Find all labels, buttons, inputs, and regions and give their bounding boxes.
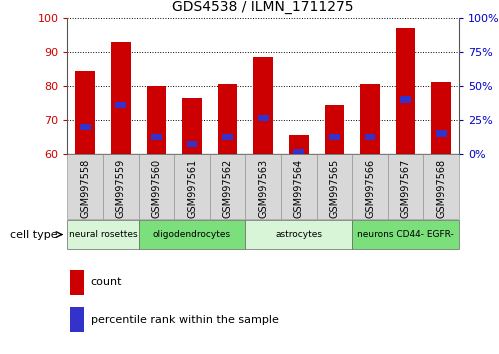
Text: oligodendrocytes: oligodendrocytes	[153, 230, 231, 239]
Bar	[70, 270, 84, 295]
Bar	[293, 149, 304, 155]
Text: GSM997564: GSM997564	[294, 159, 304, 218]
Bar	[360, 84, 380, 154]
Bar	[70, 307, 84, 332]
Bar	[400, 96, 411, 103]
Text: GSM997562: GSM997562	[223, 159, 233, 218]
Bar	[174, 154, 210, 219]
Bar	[139, 220, 246, 249]
Text: GSM997568: GSM997568	[436, 159, 446, 218]
Bar	[281, 154, 317, 219]
Bar	[388, 154, 424, 219]
Text: GSM997563: GSM997563	[258, 159, 268, 218]
Text: GSM997559: GSM997559	[116, 159, 126, 218]
Text: GSM997567: GSM997567	[401, 159, 411, 218]
Bar	[151, 134, 162, 140]
Bar	[436, 131, 447, 137]
Bar	[67, 220, 139, 249]
Text: GSM997565: GSM997565	[329, 159, 339, 218]
Bar	[246, 220, 352, 249]
Bar	[187, 141, 198, 147]
Bar	[147, 86, 166, 154]
Text: astrocytes: astrocytes	[275, 230, 322, 239]
Bar	[317, 154, 352, 219]
Text: count: count	[91, 277, 122, 287]
Bar	[258, 115, 268, 121]
Bar	[432, 82, 451, 154]
Bar	[365, 134, 375, 140]
Bar	[352, 220, 459, 249]
Text: neurons CD44- EGFR-: neurons CD44- EGFR-	[357, 230, 454, 239]
Bar	[218, 84, 238, 154]
Bar	[289, 135, 308, 154]
Title: GDS4538 / ILMN_1711275: GDS4538 / ILMN_1711275	[173, 0, 354, 14]
Text: GSM997561: GSM997561	[187, 159, 197, 218]
Bar	[222, 134, 233, 140]
Text: neural rosettes: neural rosettes	[69, 230, 137, 239]
Text: GSM997558: GSM997558	[80, 159, 90, 218]
Bar	[396, 28, 416, 154]
Bar	[67, 154, 103, 219]
Bar	[111, 41, 131, 154]
Bar	[253, 57, 273, 154]
Text: GSM997566: GSM997566	[365, 159, 375, 218]
Bar	[103, 154, 139, 219]
Bar	[75, 70, 95, 154]
Text: percentile rank within the sample: percentile rank within the sample	[91, 315, 279, 325]
Bar	[424, 154, 459, 219]
Bar	[329, 134, 340, 140]
Bar	[246, 154, 281, 219]
Bar	[210, 154, 246, 219]
Bar	[80, 124, 90, 130]
Bar	[352, 154, 388, 219]
Bar	[182, 98, 202, 154]
Text: GSM997560: GSM997560	[151, 159, 161, 218]
Bar	[115, 102, 126, 108]
Bar	[139, 154, 174, 219]
Text: cell type: cell type	[9, 229, 57, 240]
Bar	[325, 104, 344, 154]
